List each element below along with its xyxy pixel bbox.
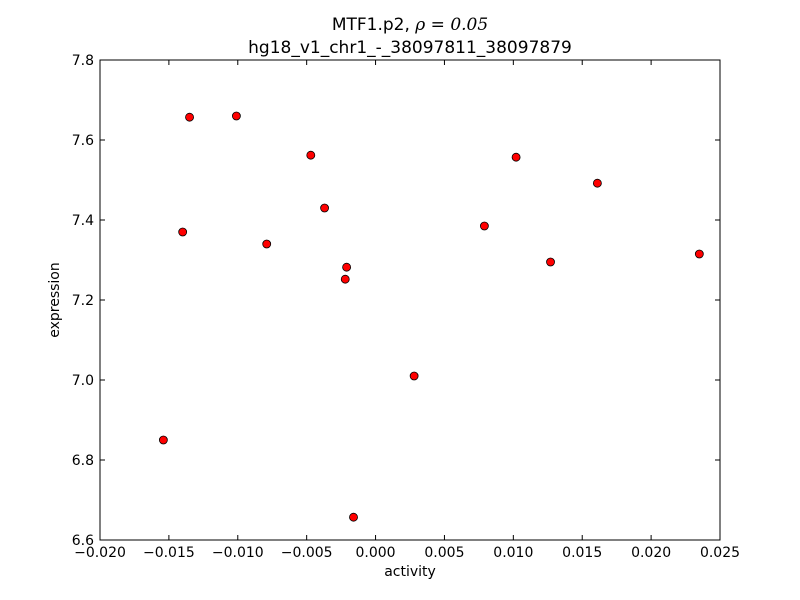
x-tick-label: 0.005 (424, 545, 464, 561)
data-point (409, 371, 419, 381)
x-tick-label: −0.020 (74, 545, 126, 561)
y-axis-label: expression (47, 262, 63, 338)
data-point (546, 257, 555, 267)
x-tick-label: 0.025 (700, 545, 740, 561)
x-tick-label: 0.010 (493, 545, 533, 561)
data-point (694, 249, 704, 259)
x-axis-label: activity (384, 564, 436, 580)
data-point (231, 111, 241, 121)
data-points (158, 111, 704, 522)
plot-frame (99, 59, 721, 541)
data-point (306, 150, 316, 160)
data-point (340, 274, 350, 284)
x-tick-label: 0.015 (562, 545, 602, 561)
data-point (479, 221, 489, 231)
chart-title-rho: ρ = 0.05 (414, 15, 488, 35)
y-tick-label: 7.4 (72, 213, 94, 229)
data-point (342, 262, 352, 272)
y-tick-label: 7.2 (72, 293, 94, 309)
data-point (349, 512, 358, 522)
y-tick-label: 7.8 (72, 53, 94, 69)
data-point (262, 239, 272, 249)
data-point (320, 203, 329, 213)
plot-area (100, 60, 720, 540)
data-point (592, 178, 602, 188)
x-tick-label: −0.010 (212, 545, 264, 561)
y-tick-label: 6.8 (72, 453, 94, 469)
axis-ticks: −0.020 −0.015 −0.010 −0.005 0.000 0.005 0.010 0… (72, 53, 740, 561)
x-tick-label: −0.005 (281, 545, 333, 561)
data-point (185, 112, 194, 122)
y-tick-label: 6.6 (72, 533, 94, 549)
data-point (511, 152, 521, 162)
y-tick-label: 7.0 (72, 373, 94, 389)
x-tick-label: 0.020 (631, 545, 671, 561)
chart-title: MTF1.p2, ρ = 0.05 (332, 15, 488, 35)
chart-subtitle: hg18_v1_chr1_-_38097811_38097879 (248, 38, 572, 58)
data-point (158, 435, 168, 445)
x-tick-label: 0.000 (356, 545, 396, 561)
data-point (178, 227, 188, 237)
chart-title-gene: MTF1.p2, (332, 15, 415, 35)
x-tick-label: −0.015 (143, 545, 195, 561)
y-tick-label: 7.6 (72, 133, 94, 149)
